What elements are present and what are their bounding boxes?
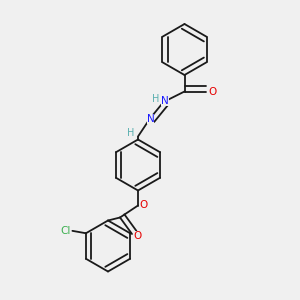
Text: O: O (208, 86, 216, 97)
Text: H: H (152, 94, 160, 104)
Text: O: O (139, 200, 148, 211)
Text: N: N (147, 113, 154, 124)
Text: H: H (127, 128, 134, 138)
Text: N: N (161, 95, 169, 106)
Text: Cl: Cl (61, 226, 71, 236)
Text: O: O (134, 231, 142, 242)
